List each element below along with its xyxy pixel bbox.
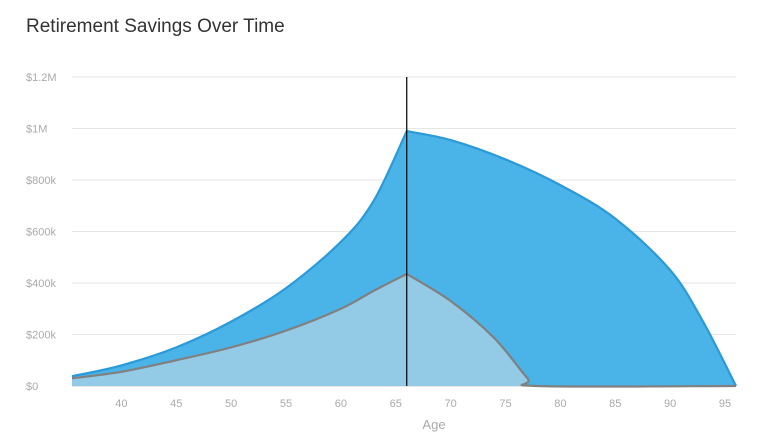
x-tick-label: 50 <box>225 398 237 410</box>
y-tick-label: $1M <box>26 124 47 136</box>
y-tick-label: $200k <box>26 330 56 342</box>
y-tick-label: $1.2M <box>26 72 57 84</box>
x-tick-label: 80 <box>554 398 566 410</box>
x-tick-label: 85 <box>609 398 621 410</box>
x-axis-title: Age <box>422 417 445 432</box>
y-tick-label: $0 <box>26 381 38 393</box>
x-tick-label: 40 <box>115 398 127 410</box>
x-tick-label: 55 <box>280 398 292 410</box>
y-tick-label: $800k <box>26 175 56 187</box>
series-1-area <box>72 131 736 386</box>
y-tick-label: $600k <box>26 227 56 239</box>
x-tick-label: 95 <box>719 398 731 410</box>
x-tick-label: 90 <box>664 398 676 410</box>
x-tick-label: 70 <box>445 398 457 410</box>
series-2-area <box>72 273 736 387</box>
x-tick-label: 60 <box>335 398 347 410</box>
series-2-line <box>71 272 737 388</box>
x-tick-label: 75 <box>499 398 511 410</box>
chart-title: Retirement Savings Over Time <box>26 16 285 37</box>
x-tick-label: 65 <box>390 398 402 410</box>
y-tick-label: $400k <box>26 278 56 290</box>
x-tick-label: 45 <box>170 398 182 410</box>
